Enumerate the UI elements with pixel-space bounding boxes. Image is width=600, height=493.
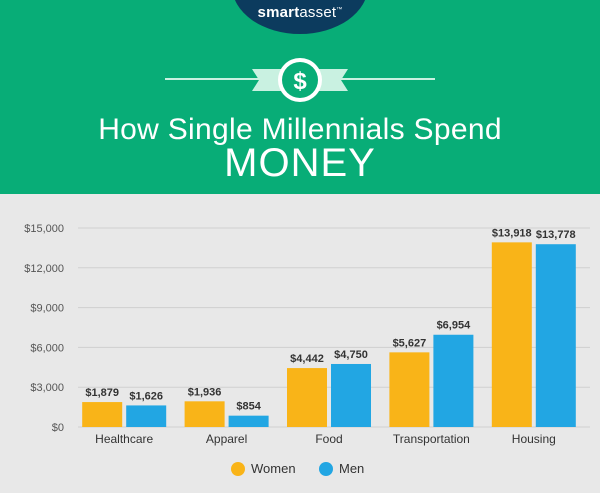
bar-chart: $0 $3,000 $6,000 $9,000 $12,000 $15,000 $1,879… <box>24 223 590 446</box>
legend-swatch-men <box>319 462 333 476</box>
y-tick-label: $15,000 <box>24 223 64 235</box>
logo-wordmark: smartasset™ <box>257 4 343 21</box>
data-label: $5,627 <box>393 337 427 349</box>
data-label: $4,442 <box>290 353 324 365</box>
legend-swatch-women <box>231 462 245 476</box>
y-tick-label: $12,000 <box>24 263 64 275</box>
y-tick-label: $6,000 <box>30 342 64 354</box>
data-label: $13,918 <box>492 227 532 239</box>
x-category-label: Transportation <box>393 432 470 446</box>
page-title-emphasis: MONEY <box>224 141 376 185</box>
bar-women <box>184 401 225 427</box>
data-label: $6,954 <box>437 320 472 332</box>
bar-men <box>126 405 167 427</box>
bar-women <box>82 402 123 427</box>
bar-men <box>535 244 576 427</box>
header-rule-right <box>336 78 435 80</box>
bar-men <box>331 363 371 427</box>
x-category-label: Healthcare <box>95 432 153 446</box>
data-label: $854 <box>236 401 261 413</box>
svg-text:$: $ <box>293 68 307 95</box>
bar-men <box>433 334 474 427</box>
smartasset-logo[interactable]: smartasset™ <box>232 0 368 34</box>
legend-label-men: Men <box>339 461 365 476</box>
data-label: $1,879 <box>85 387 119 399</box>
data-label: $13,778 <box>536 229 576 241</box>
bar-men <box>228 415 269 427</box>
x-category-label: Housing <box>512 432 556 446</box>
bar-women <box>491 242 532 427</box>
x-category-label: Apparel <box>206 432 247 446</box>
legend-label-women: Women <box>251 461 296 476</box>
data-label: $1,626 <box>129 390 163 402</box>
data-label: $1,936 <box>188 386 222 398</box>
bar-women <box>389 352 430 427</box>
header-rule-left <box>165 78 264 80</box>
header-banner: smartasset™ $ How Single Millennials Spe… <box>0 0 600 194</box>
page-title: How Single Millennials Spend <box>98 113 502 146</box>
bar-women <box>287 368 327 427</box>
x-category-label: Food <box>315 432 342 446</box>
y-tick-label: $3,000 <box>30 382 64 394</box>
y-tick-label: $9,000 <box>30 303 64 315</box>
data-label: $4,750 <box>334 349 368 361</box>
y-tick-label: $0 <box>52 422 64 434</box>
